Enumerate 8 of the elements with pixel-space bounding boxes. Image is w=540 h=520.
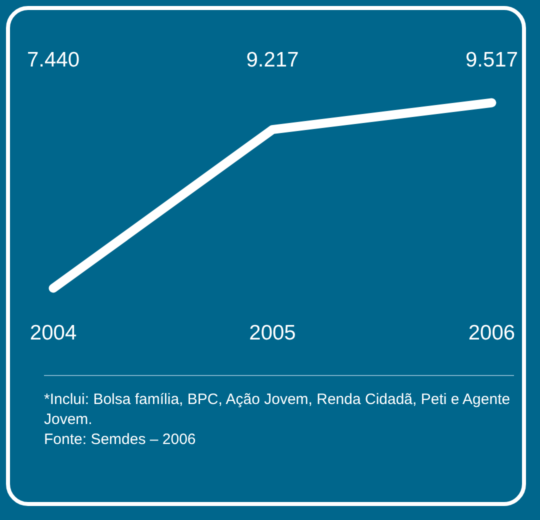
source-note: Fonte: Semdes – 2006 bbox=[44, 431, 196, 448]
data-label: 7.440 bbox=[26, 48, 80, 72]
text: *Inclui: Bolsa família, BPC, Ação Jovem, Renda Cidadã, Peti e Agente Jovem. bbox=[44, 391, 510, 428]
x-tick-label: 2006 bbox=[468, 322, 516, 344]
x-tick-label: 2005 bbox=[249, 322, 296, 344]
x-tick-label: 2004 bbox=[30, 322, 77, 344]
data-label: 9.217 bbox=[246, 48, 299, 72]
data-label: 9.517 bbox=[465, 48, 518, 72]
